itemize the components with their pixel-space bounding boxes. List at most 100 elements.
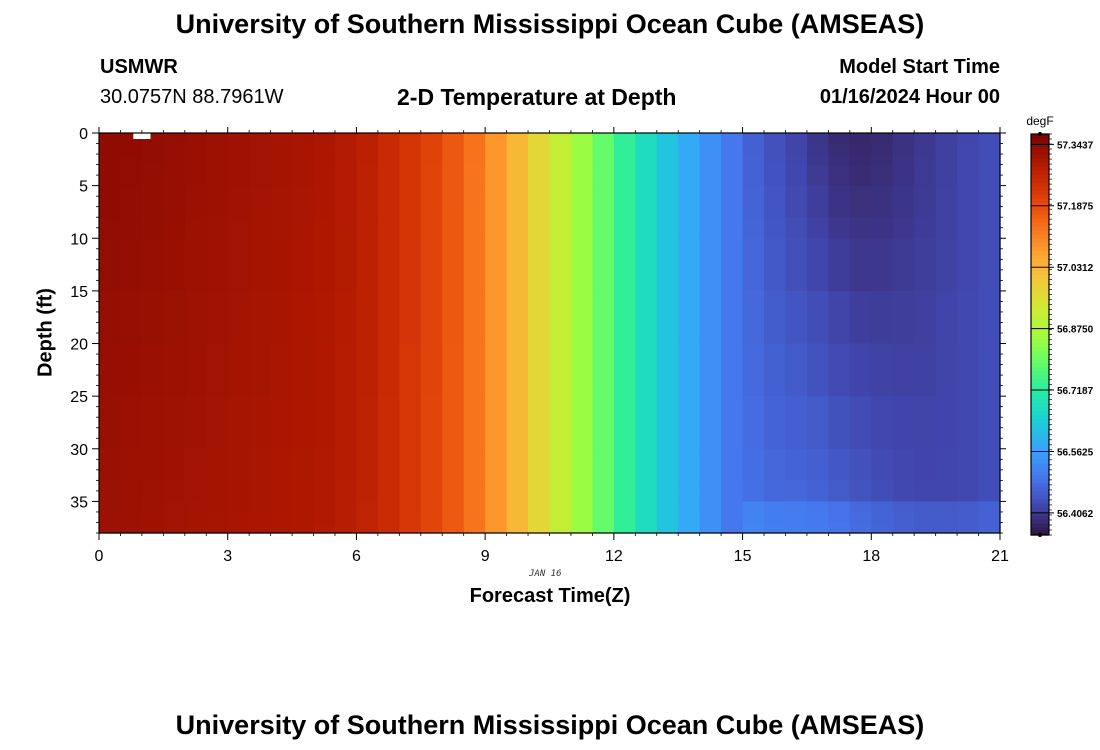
heatmap-cell — [699, 143, 722, 155]
colorbar-segment — [1031, 302, 1049, 308]
heatmap-cell — [377, 290, 400, 345]
heatmap-cell — [828, 511, 851, 524]
heatmap-cell — [871, 238, 894, 292]
heatmap-cell — [270, 343, 293, 397]
heatmap-cell — [656, 133, 679, 145]
heatmap-cell — [806, 511, 829, 524]
heatmap-cell — [892, 522, 915, 534]
colorbar-segment — [1031, 402, 1049, 408]
heatmap-cell — [420, 133, 443, 145]
heatmap-cell — [957, 290, 980, 345]
heatmap-cell — [120, 185, 143, 218]
heatmap-cell — [334, 343, 358, 397]
colorbar-segment — [1031, 270, 1049, 275]
heatmap-cell — [699, 343, 722, 397]
heatmap-cell — [313, 480, 336, 503]
heatmap-cell — [227, 154, 250, 166]
heatmap-cell — [249, 185, 272, 218]
colorbar-segment — [1031, 278, 1049, 283]
heatmap-cell — [957, 448, 980, 481]
heatmap-cell — [871, 396, 894, 450]
heatmap-cell — [399, 511, 422, 524]
heatmap-cell — [871, 154, 894, 166]
heatmap-cell — [99, 501, 122, 513]
heatmap-cell — [635, 238, 658, 292]
heatmap-cell — [463, 185, 486, 218]
heatmap-cell — [592, 343, 615, 397]
heatmap-cell — [806, 343, 829, 397]
heatmap-cell — [141, 143, 164, 155]
colorbar-segment — [1031, 390, 1049, 396]
heatmap-cell — [764, 217, 787, 239]
colorbar-segment — [1031, 422, 1049, 428]
heatmap-cell — [806, 522, 829, 534]
heatmap-cell — [699, 217, 722, 239]
colorbar-segment — [1031, 254, 1049, 259]
heatmap-cell — [485, 396, 508, 450]
heatmap-cell — [592, 185, 615, 218]
heatmap-cell — [249, 511, 272, 524]
heatmap-cell — [892, 154, 915, 166]
heatmap-cell — [849, 448, 872, 481]
heatmap-cell — [678, 154, 701, 166]
heatmap-cell — [892, 133, 915, 145]
heatmap-cell — [721, 143, 744, 155]
heatmap-cell — [914, 185, 937, 218]
heatmap-cell — [99, 522, 122, 534]
heatmap-cell — [935, 343, 958, 397]
heatmap-cell — [99, 185, 122, 218]
heatmap-cell — [334, 164, 358, 187]
colorbar-segment — [1031, 314, 1049, 320]
heatmap-cell — [613, 480, 636, 503]
colorbar-segment — [1031, 394, 1049, 400]
heatmap-cell — [506, 133, 529, 145]
y-tick-label: 0 — [79, 126, 88, 143]
heatmap-cell — [635, 290, 658, 345]
heatmap-cell — [399, 448, 422, 481]
heatmap-cell — [141, 396, 164, 450]
chart-subtitle: 2-D Temperature at Depth — [397, 84, 677, 110]
heatmap-cell — [892, 396, 915, 450]
heatmap-cell — [420, 343, 443, 397]
heatmap-cell — [163, 154, 186, 166]
heatmap-cell — [635, 133, 658, 145]
heatmap-cell — [442, 217, 465, 239]
heatmap-cell — [549, 501, 572, 513]
heatmap-cell — [377, 143, 400, 155]
heatmap-cell — [377, 480, 400, 503]
missing-data-cell — [133, 133, 151, 139]
heatmap-cell — [420, 185, 443, 218]
chart-title: University of Southern Mississippi Ocean… — [175, 9, 925, 39]
heatmap-cell — [528, 511, 551, 524]
heatmap-cell — [163, 448, 186, 481]
colorbar-segment — [1031, 250, 1049, 255]
heatmap-cell — [613, 154, 636, 166]
heatmap-cell — [635, 217, 658, 239]
heatmap-cell — [528, 522, 551, 534]
heatmap-cell — [356, 480, 379, 503]
heatmap-cell — [206, 217, 229, 239]
heatmap-cell — [420, 480, 443, 503]
heatmap-cell — [334, 522, 358, 534]
colorbar-segment — [1031, 266, 1049, 271]
heatmap-cell — [442, 448, 465, 481]
colorbar-segment — [1031, 366, 1049, 372]
heatmap-cell — [570, 511, 593, 524]
heatmap-cell — [978, 217, 1001, 239]
colorbar-segment — [1031, 362, 1049, 368]
heatmap-cell — [656, 343, 679, 397]
heatmap-cell — [656, 480, 679, 503]
heatmap-cell — [656, 511, 679, 524]
x-tick-label: 21 — [991, 548, 1009, 565]
heatmap-cell — [656, 501, 679, 513]
heatmap-cell — [678, 396, 701, 450]
heatmap-cell — [914, 480, 937, 503]
colorbar-segment — [1031, 310, 1049, 316]
heatmap-cell — [99, 511, 122, 524]
heatmap-cell — [528, 238, 551, 292]
heatmap-cell — [313, 133, 336, 145]
heatmap-cell — [292, 164, 315, 187]
heatmap-cell — [849, 185, 872, 218]
heatmap-cell — [656, 185, 679, 218]
heatmap-cell — [549, 154, 572, 166]
